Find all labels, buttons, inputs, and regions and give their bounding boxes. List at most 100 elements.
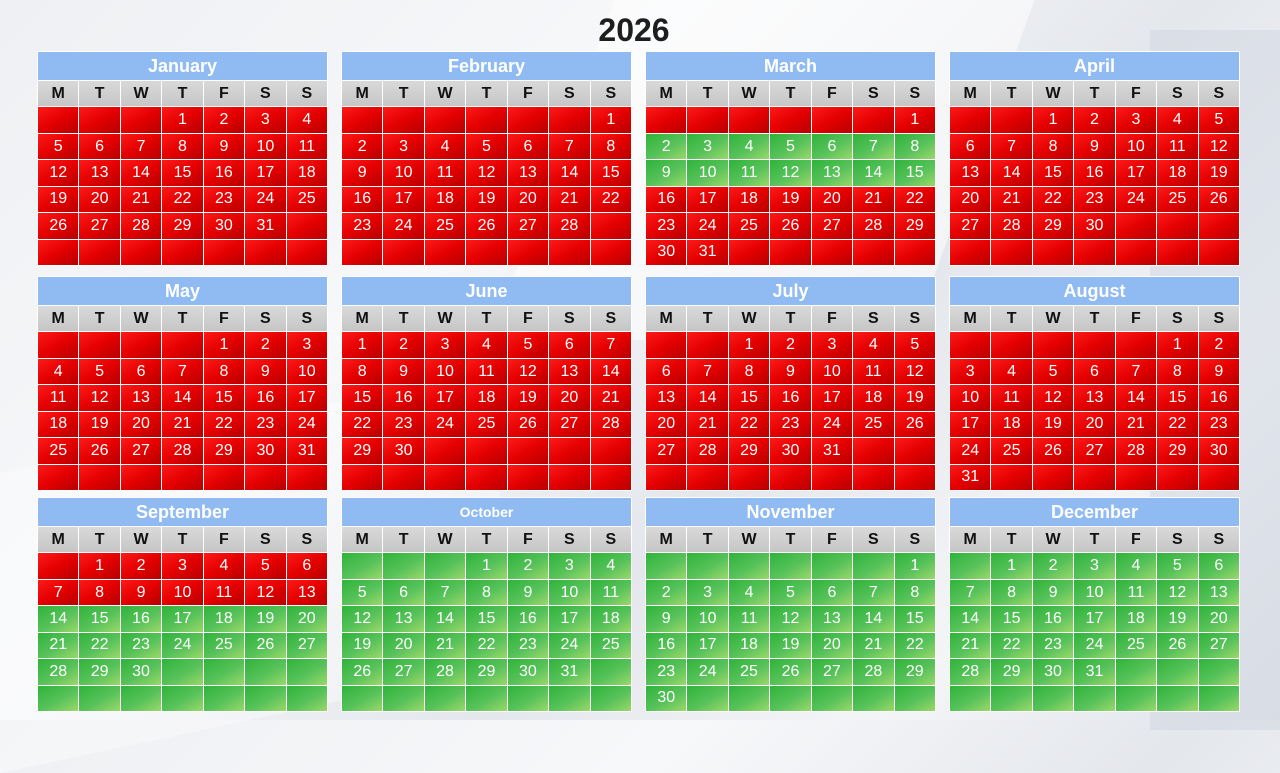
day-cell: 10 — [1074, 579, 1115, 606]
day-cell: 8 — [894, 133, 935, 160]
day-cell: 9 — [770, 358, 811, 385]
day-cell: 13 — [383, 606, 424, 632]
weekday-header: S — [245, 306, 286, 332]
day-cell: 18 — [728, 632, 770, 659]
day-cell: 14 — [424, 606, 466, 632]
day-cell: 22 — [342, 411, 383, 438]
day-cell: 27 — [549, 411, 590, 438]
day-cell: 25 — [1157, 186, 1198, 213]
day-cell: 25 — [590, 632, 631, 659]
empty-day-cell — [507, 239, 549, 265]
day-cell: 13 — [811, 606, 853, 632]
empty-day-cell — [1074, 332, 1115, 358]
day-cell: 26 — [770, 659, 811, 685]
empty-day-cell — [245, 464, 286, 490]
empty-day-cell — [38, 332, 79, 358]
day-cell: 8 — [466, 579, 507, 606]
empty-day-cell — [687, 685, 728, 711]
weekday-header: W — [1032, 527, 1074, 553]
day-cell: 23 — [383, 411, 424, 438]
weekday-header: S — [286, 527, 327, 553]
weekday-header: W — [424, 81, 466, 107]
day-cell: 16 — [770, 385, 811, 411]
empty-day-cell — [811, 553, 853, 579]
day-cell: 18 — [991, 411, 1032, 438]
weekday-header: W — [424, 527, 466, 553]
day-cell: 28 — [853, 659, 894, 685]
empty-day-cell — [286, 464, 327, 490]
day-cell: 28 — [590, 411, 631, 438]
day-cell: 29 — [203, 438, 245, 464]
weekday-header: F — [1115, 527, 1157, 553]
day-cell: 21 — [162, 411, 203, 438]
day-cell: 7 — [853, 133, 894, 160]
day-cell: 17 — [687, 632, 728, 659]
day-cell: 23 — [646, 213, 687, 239]
empty-day-cell — [811, 239, 853, 265]
day-cell: 30 — [245, 438, 286, 464]
day-cell: 24 — [162, 632, 203, 659]
weekday-header: T — [162, 306, 203, 332]
empty-day-cell — [811, 464, 853, 490]
day-cell: 26 — [466, 213, 507, 239]
empty-day-cell — [203, 659, 245, 685]
weekday-header: S — [286, 306, 327, 332]
empty-day-cell — [853, 239, 894, 265]
day-cell: 20 — [286, 606, 327, 632]
day-cell: 1 — [203, 332, 245, 358]
weekday-header: M — [646, 527, 687, 553]
day-cell: 25 — [203, 632, 245, 659]
day-cell: 2 — [203, 107, 245, 133]
day-cell: 5 — [507, 332, 549, 358]
day-cell: 23 — [120, 632, 162, 659]
month-grid: M T W T F S S 1 2 3 4 5 6 7 8 9 10 11 12 13 14 15 16 17 18 19 20 21… — [38, 527, 327, 711]
day-cell: 5 — [342, 579, 383, 606]
day-cell: 18 — [590, 606, 631, 632]
day-cell: 21 — [38, 632, 79, 659]
day-cell: 10 — [687, 160, 728, 186]
empty-day-cell — [383, 464, 424, 490]
day-cell: 7 — [120, 133, 162, 160]
day-cell: 4 — [466, 332, 507, 358]
empty-day-cell — [991, 107, 1032, 133]
empty-day-cell — [79, 464, 120, 490]
day-cell: 7 — [424, 579, 466, 606]
day-cell: 12 — [507, 358, 549, 385]
empty-day-cell — [770, 107, 811, 133]
day-cell: 1 — [342, 332, 383, 358]
day-cell: 9 — [1198, 358, 1239, 385]
day-cell: 10 — [383, 160, 424, 186]
day-cell: 27 — [79, 213, 120, 239]
weekday-header: W — [120, 527, 162, 553]
month-title: March — [646, 52, 935, 81]
empty-day-cell — [342, 107, 383, 133]
empty-day-cell — [1198, 239, 1239, 265]
empty-day-cell — [1157, 659, 1198, 685]
day-cell: 21 — [424, 632, 466, 659]
day-cell: 23 — [646, 659, 687, 685]
day-cell: 22 — [991, 632, 1032, 659]
day-cell: 17 — [950, 411, 991, 438]
day-cell: 4 — [38, 358, 79, 385]
empty-day-cell — [79, 685, 120, 711]
day-cell: 26 — [1198, 186, 1239, 213]
day-cell: 22 — [466, 632, 507, 659]
weekday-header: F — [203, 81, 245, 107]
day-cell: 18 — [728, 186, 770, 213]
day-cell: 1 — [991, 553, 1032, 579]
day-cell: 23 — [1074, 186, 1115, 213]
day-cell: 2 — [507, 553, 549, 579]
day-cell: 22 — [590, 186, 631, 213]
day-cell: 7 — [1115, 358, 1157, 385]
day-cell: 16 — [507, 606, 549, 632]
day-cell: 29 — [1157, 438, 1198, 464]
day-cell: 4 — [286, 107, 327, 133]
empty-day-cell — [590, 659, 631, 685]
weekday-header: S — [1198, 527, 1239, 553]
day-cell: 9 — [646, 160, 687, 186]
day-cell: 24 — [245, 186, 286, 213]
day-cell: 3 — [687, 133, 728, 160]
day-cell: 14 — [38, 606, 79, 632]
weekday-header: T — [687, 81, 728, 107]
day-cell: 1 — [466, 553, 507, 579]
